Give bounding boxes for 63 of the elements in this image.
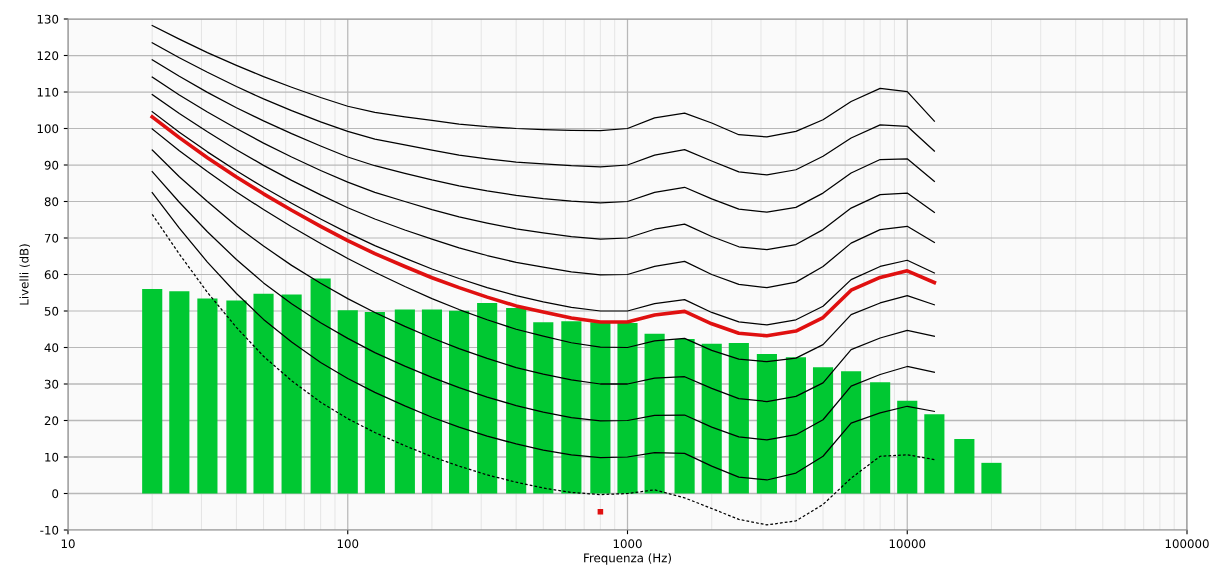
y-tick-label: 40: [44, 343, 59, 353]
x-axis-title: Frequenza (Hz): [584, 553, 671, 565]
bar: [142, 289, 163, 494]
y-tick-label: -10: [40, 525, 59, 535]
line-series: [151, 76, 935, 251]
bar: [701, 343, 722, 494]
bar: [924, 414, 945, 494]
y-tick-label: 100: [37, 124, 59, 134]
line-series: [151, 42, 935, 176]
bar: [785, 357, 806, 494]
line-series: [151, 59, 935, 213]
bar: [281, 294, 302, 494]
y-tick-label: 80: [44, 197, 59, 207]
bar: [897, 400, 918, 494]
y-tick-label: 0: [52, 489, 59, 499]
bar: [590, 322, 611, 494]
bar: [561, 321, 582, 494]
y-tick-label: 20: [44, 416, 59, 426]
y-tick-label: 120: [37, 51, 59, 61]
bar: [533, 322, 554, 494]
line-series: [151, 93, 935, 289]
x-tick-label: 100000: [1165, 539, 1209, 549]
y-tick-label: 70: [44, 233, 59, 243]
line-series: [151, 213, 935, 526]
y-tick-label: 90: [44, 160, 59, 170]
y-tick-label: 110: [37, 87, 59, 97]
line-series: [151, 128, 935, 363]
bar: [477, 302, 498, 494]
bar: [449, 310, 470, 494]
line-series: [151, 192, 935, 481]
y-tick-label: 10: [45, 452, 59, 462]
y-tick-label: 30: [44, 379, 59, 389]
bar: [337, 310, 358, 494]
bar: [364, 312, 385, 494]
bar: [812, 367, 834, 494]
bar: [617, 323, 638, 494]
bar: [226, 300, 247, 494]
y-tick-label: 60: [44, 270, 59, 280]
x-tick-label: 10000: [889, 539, 926, 549]
bar: [310, 278, 331, 494]
x-tick-label: 10: [61, 539, 75, 549]
line-series: [151, 170, 935, 441]
bar: [870, 382, 891, 494]
bar: [644, 333, 665, 494]
bar: [421, 309, 443, 494]
bar: [674, 339, 695, 494]
bar: [981, 462, 1002, 494]
bar: [253, 293, 274, 494]
bar: [506, 308, 527, 494]
bar: [841, 371, 862, 494]
line-series: [151, 149, 935, 403]
y-axis-title: Livelli (dB): [19, 244, 30, 305]
line-series: [151, 24, 935, 138]
y-tick-label: 50: [44, 306, 59, 316]
bar: [394, 309, 415, 494]
x-tick-label: 100: [337, 539, 359, 549]
bar: [169, 291, 190, 494]
bar: [954, 439, 975, 494]
bar: [756, 354, 777, 494]
y-tick-label: 130: [37, 14, 59, 24]
bar: [197, 298, 218, 494]
x-tick-label: 1000: [613, 539, 642, 549]
bar: [728, 343, 749, 494]
